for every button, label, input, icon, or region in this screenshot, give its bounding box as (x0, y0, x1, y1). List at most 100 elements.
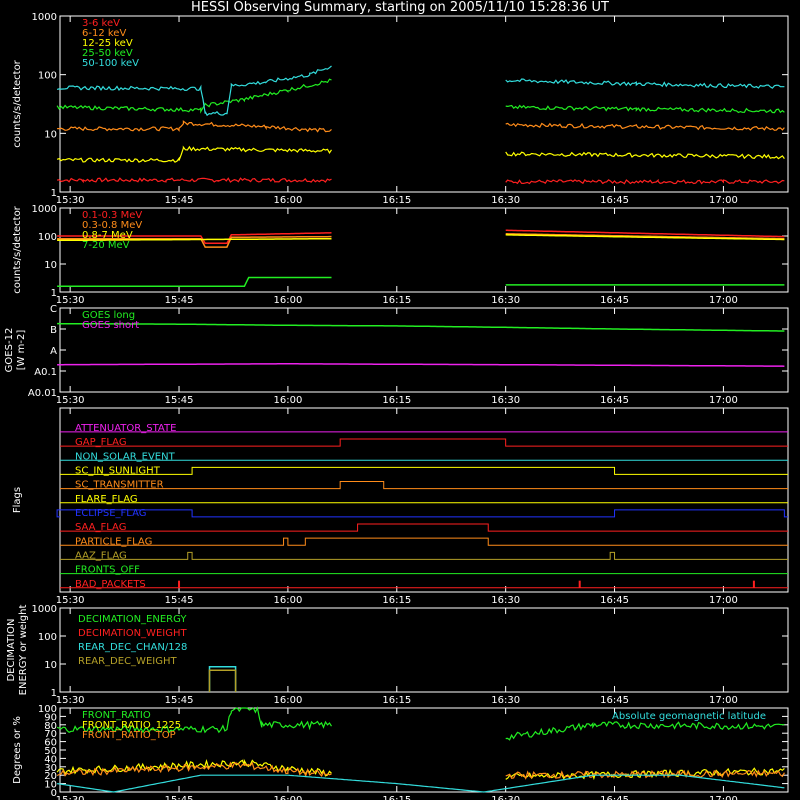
y-axis-label: Degrees or % (12, 716, 23, 784)
flag-line (60, 466, 788, 475)
y-tick-label: 90 (44, 712, 57, 723)
x-tick-label: 16:00 (273, 595, 302, 606)
series-line-3 (57, 774, 785, 793)
x-tick-label: 16:45 (600, 195, 629, 206)
x-tick-label: 16:30 (491, 595, 520, 606)
x-tick-label: 16:15 (382, 195, 411, 206)
y-tick-label: 100 (38, 232, 57, 243)
series-line-0 (505, 229, 785, 238)
x-tick-label: 16:45 (600, 595, 629, 606)
y-tick-label: 100 (38, 71, 57, 82)
panel1-frame (59, 15, 789, 193)
x-tick-label: 16:45 (600, 295, 629, 306)
legend-entry: REAR_DEC_CHAN/128 (78, 642, 187, 653)
chart-title: HESSI Observing Summary, starting on 200… (191, 0, 609, 15)
flag-label: FLARE_FLAG (75, 494, 138, 505)
x-tick-label: 17:00 (709, 295, 738, 306)
x-tick-label: 17:00 (709, 695, 738, 706)
legend-entry: 0.1-0.3 MeV (82, 210, 142, 221)
y-axis-label: counts/s/detector (12, 59, 23, 147)
legend-entry: DECIMATION_WEIGHT (78, 628, 187, 639)
flag-line (60, 481, 788, 490)
series-line-0 (57, 322, 785, 332)
y-axis-label: Flags (12, 487, 23, 513)
legend-entry: 6-12 keV (82, 28, 126, 39)
panel5-frame (59, 607, 789, 693)
flag-line (60, 551, 788, 560)
flag-label: GAP_FLAG (75, 437, 127, 448)
y-tick-label: 1 (51, 288, 57, 299)
panel3-frame (59, 307, 789, 393)
y-tick-label: 60 (44, 738, 57, 749)
x-tick-label: 15:30 (56, 795, 85, 800)
y-tick-label: A (50, 346, 57, 357)
flag-label: FRONTS_OFF (75, 565, 140, 576)
y-tick-label: A0.1 (34, 367, 57, 378)
panel4-frame (59, 407, 789, 593)
series-line-0 (56, 706, 333, 734)
y-axis-label: counts/s/detector (12, 205, 23, 293)
x-tick-label: 15:45 (165, 695, 194, 706)
flag-line (60, 438, 788, 447)
series-line-2 (208, 665, 237, 692)
x-tick-label: 15:30 (56, 295, 85, 306)
series-line-3 (56, 78, 332, 114)
series-line-4 (505, 78, 785, 89)
y-tick-label: 10 (44, 260, 57, 271)
x-tick-label: 16:30 (491, 395, 520, 406)
x-tick-label: 16:15 (382, 395, 411, 406)
flag-line (60, 523, 788, 532)
flag-label: BAD_PACKETS (75, 579, 146, 590)
x-tick-label: 16:00 (273, 195, 302, 206)
y-tick-label: 70 (44, 729, 57, 740)
series-line-1 (57, 120, 332, 133)
x-tick-label: 16:00 (273, 395, 302, 406)
flag-label: ATTENUATOR_STATE (75, 423, 176, 434)
legend-entry: REAR_DEC_WEIGHT (78, 656, 177, 667)
series-line-0 (505, 721, 785, 741)
series-line-1 (505, 767, 785, 781)
legend-entry: Absolute geomagnetic latitude (612, 711, 766, 722)
x-tick-label: 16:30 (491, 295, 520, 306)
series-line-2 (56, 761, 332, 778)
x-tick-label: 16:45 (600, 395, 629, 406)
x-tick-label: 17:00 (709, 395, 738, 406)
series-line-2 (57, 237, 332, 242)
y-axis-label: DECIMATION (6, 618, 17, 681)
y-axis-label: ENERGY or weight (18, 605, 29, 696)
y-tick-label: 50 (44, 746, 57, 757)
x-tick-label: 16:00 (273, 695, 302, 706)
legend-entry: FRONT_RATIO (82, 710, 151, 721)
x-tick-label: 15:45 (165, 195, 194, 206)
flag-label: SC_TRANSMITTER (75, 480, 164, 491)
x-tick-label: 16:00 (273, 795, 302, 800)
y-tick-label: 0 (51, 788, 57, 799)
x-tick-label: 16:30 (491, 795, 520, 800)
y-tick-label: 10 (44, 780, 57, 791)
y-tick-label: 80 (44, 721, 57, 732)
y-tick-label: A0.01 (28, 388, 57, 399)
flag-label: NON_SOLAR_EVENT (75, 451, 176, 462)
legend-entry: 7-20 MeV (82, 240, 130, 251)
series-line-3 (208, 669, 237, 692)
x-tick-label: 15:45 (165, 795, 194, 800)
x-tick-label: 16:00 (273, 295, 302, 306)
series-line-1 (57, 363, 785, 367)
x-tick-label: 15:45 (165, 395, 194, 406)
flag-label: ECLIPSE_FLAG (75, 508, 146, 519)
series-line-4 (56, 65, 332, 117)
flag-label: AAZ_FLAG (75, 550, 127, 561)
legend-entry: GOES short (82, 320, 139, 331)
y-axis-label: GOES-12 (4, 328, 15, 373)
y-tick-label: 1 (51, 188, 57, 199)
x-tick-label: 15:30 (56, 195, 85, 206)
x-tick-label: 17:00 (709, 195, 738, 206)
y-tick-label: 100 (38, 704, 57, 715)
legend-entry: 25-50 keV (82, 48, 133, 59)
y-tick-label: 20 (44, 771, 57, 782)
x-tick-label: 16:15 (382, 295, 411, 306)
y-tick-label: 40 (44, 754, 57, 765)
panel2-frame (59, 207, 789, 293)
x-tick-label: 15:45 (165, 595, 194, 606)
